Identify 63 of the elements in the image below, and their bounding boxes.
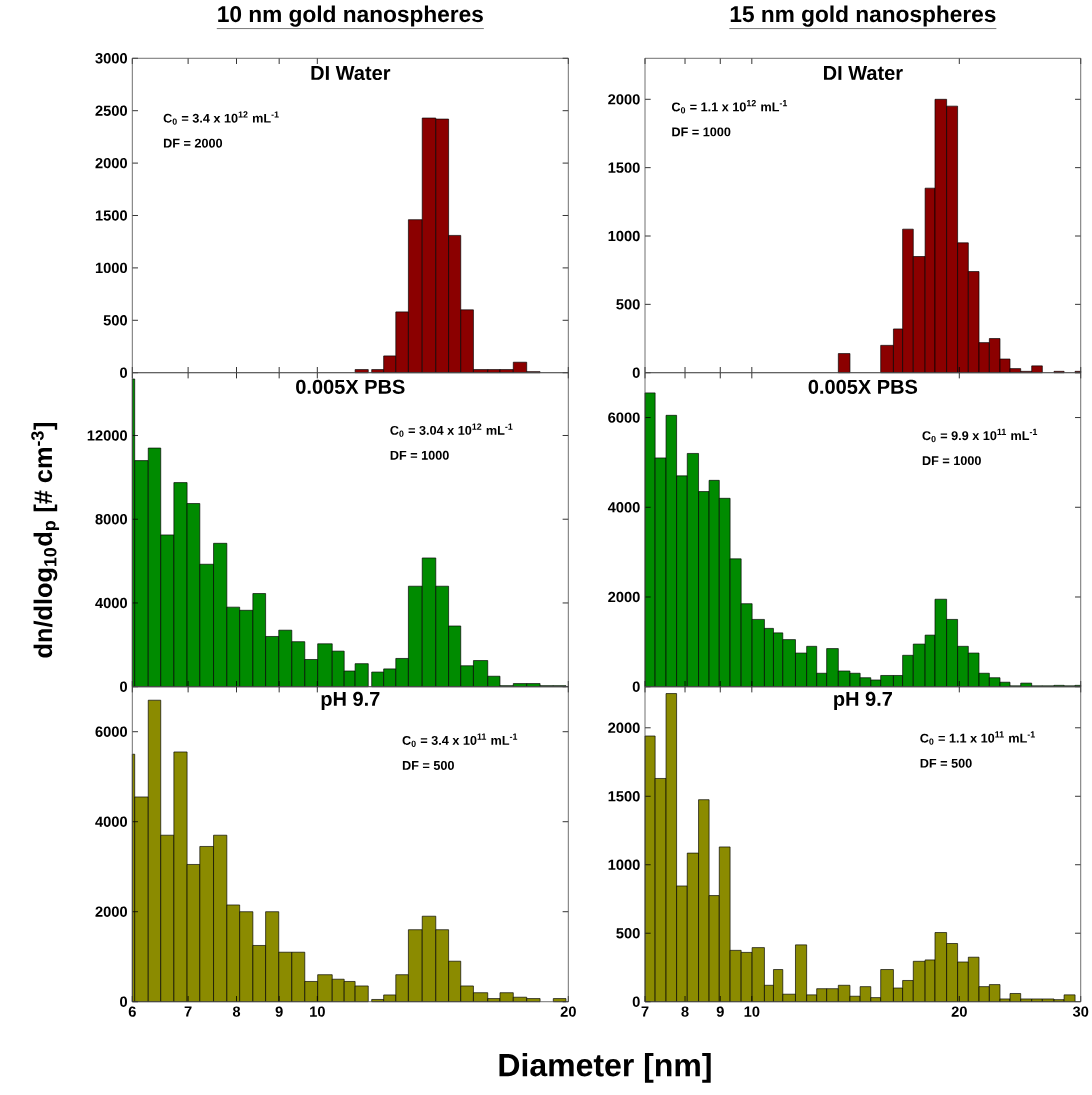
y-tick-label: 3000 bbox=[95, 53, 127, 64]
annotation: DF = 1000 bbox=[922, 456, 981, 466]
annotation: C$_{0}$ = 3.04 x 10$^{12}$ mL$^{-1}$ bbox=[390, 423, 513, 437]
annotation: C$_{0}$ = 1.1 x 10$^{11}$ mL$^{-1}$ bbox=[920, 731, 1035, 745]
annotation: C$_{0}$ = 9.9 x 10$^{11}$ mL$^{-1}$ bbox=[922, 428, 1038, 443]
annotation: DF = 500 bbox=[920, 758, 972, 768]
y-tick-label: 2000 bbox=[95, 906, 127, 917]
chart-title: 15 nm gold nanospheres bbox=[730, 5, 996, 27]
y-tick-label: 2000 bbox=[95, 157, 127, 169]
annotation: C$_{0}$ = 3.4 x 10$^{11}$ mL$^{-1}$ bbox=[402, 733, 518, 747]
chart-subtitle: DI Water bbox=[311, 66, 391, 81]
y-tick-label: 2000 bbox=[608, 94, 640, 105]
x-tick-label: 10 bbox=[744, 1006, 760, 1017]
x-tick-label: 7 bbox=[641, 1006, 649, 1017]
chart-title: pH 9.7 bbox=[834, 691, 892, 710]
y-tick-label: 2500 bbox=[95, 105, 127, 116]
chart-subtitle: DI Water bbox=[824, 66, 903, 81]
y-tick-label: 1500 bbox=[608, 791, 640, 802]
y-tick-label: 0 bbox=[120, 681, 127, 692]
y-tick-label: 6000 bbox=[608, 412, 640, 423]
chart-title: 0.005X PBS bbox=[296, 379, 405, 394]
y-tick-label: 500 bbox=[616, 299, 640, 310]
annotation: DF = 500 bbox=[402, 760, 454, 770]
y-tick-label: 1000 bbox=[608, 230, 640, 242]
x-tick-label: 8 bbox=[681, 1006, 689, 1017]
x-tick-label: 30 bbox=[1072, 1006, 1089, 1017]
y-tick-label: 12000 bbox=[87, 430, 127, 441]
annotation: C$_{0}$ = 1.1 x 10$^{12}$ mL$^{-1}$ bbox=[671, 100, 788, 114]
annotation: DF = 2000 bbox=[163, 138, 223, 148]
chart-title: pH 9.7 bbox=[321, 691, 380, 710]
x-tick-label: 6 bbox=[128, 1006, 136, 1017]
annotation: DF = 1000 bbox=[390, 450, 449, 460]
y-tick-label: 1000 bbox=[608, 859, 640, 870]
y-tick-label: 0 bbox=[632, 681, 640, 692]
y-tick-label: 0 bbox=[120, 367, 127, 378]
y-tick-label: 1500 bbox=[608, 162, 640, 173]
x-tick-label: 8 bbox=[232, 1006, 241, 1017]
chart-title: 10 nm gold nanospheres bbox=[218, 5, 483, 27]
y-tick-label: 4000 bbox=[607, 502, 640, 513]
y-tick-label: 8000 bbox=[95, 514, 127, 525]
x-tick-label: 10 bbox=[310, 1006, 325, 1017]
x-tick-label: 9 bbox=[275, 1006, 283, 1017]
x-tick-label: 20 bbox=[951, 1006, 967, 1017]
x-tick-label: 9 bbox=[716, 1006, 724, 1017]
annotation: C$_{0}$ = 3.4 x 10$^{12}$ mL$^{-1}$ bbox=[163, 111, 279, 125]
y-axis-title: dn/dlog$_{10}$d$_{p}$ [# cm$^{-3}$] bbox=[31, 423, 60, 658]
y-tick-label: 4000 bbox=[95, 597, 127, 609]
x-tick-label: 7 bbox=[184, 1006, 192, 1017]
y-tick-label: 1000 bbox=[95, 262, 127, 274]
y-tick-label: 1500 bbox=[95, 210, 127, 221]
y-tick-label: 0 bbox=[632, 367, 640, 378]
annotation: DF = 1000 bbox=[672, 127, 731, 137]
y-tick-label: 4000 bbox=[95, 816, 127, 827]
x-tick-label: 20 bbox=[560, 1006, 576, 1017]
y-tick-label: 6000 bbox=[95, 726, 127, 737]
y-tick-label: 0 bbox=[632, 996, 640, 1007]
x-axis-title: Diameter [nm] bbox=[499, 1052, 711, 1083]
y-tick-label: 2000 bbox=[608, 722, 640, 733]
y-tick-label: 500 bbox=[616, 928, 640, 939]
y-tick-label: 2000 bbox=[608, 591, 640, 603]
y-tick-label: 500 bbox=[103, 315, 127, 326]
chart-title: 0.005X PBS bbox=[808, 379, 918, 394]
y-tick-label: 0 bbox=[120, 996, 127, 1007]
